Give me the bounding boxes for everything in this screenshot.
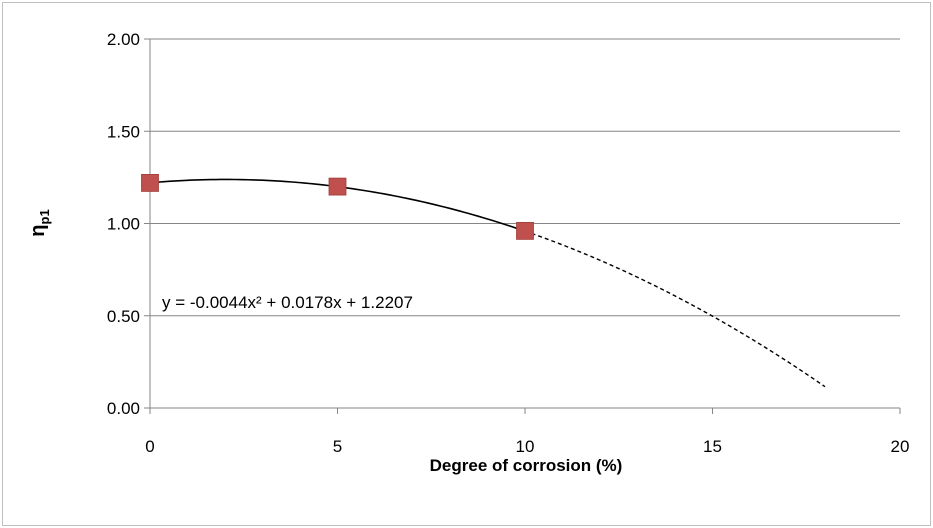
- data-point: [328, 177, 347, 196]
- x-tick-label: 0: [145, 437, 154, 456]
- trendline-dashed: [524, 230, 826, 388]
- x-tick-label: 10: [516, 437, 535, 456]
- y-axis-title-sub: p1: [37, 209, 52, 224]
- y-axis-title: ηp1: [27, 209, 52, 236]
- x-tick-label: 5: [333, 437, 342, 456]
- data-point: [141, 174, 159, 192]
- data-points: [141, 174, 534, 240]
- x-tick-labels: 0 5 10 15 20: [145, 437, 909, 456]
- y-tick-label: 0.50: [107, 307, 140, 326]
- trendline-equation: y = -0.0044x² + 0.0178x + 1.2207: [162, 293, 413, 312]
- y-tick-label: 0.00: [107, 399, 140, 418]
- gridlines: [150, 38, 900, 317]
- x-tick-label: 15: [703, 437, 722, 456]
- data-point: [516, 221, 534, 240]
- y-tick-labels: 0.00 0.50 1.00 1.50 2.00: [107, 30, 140, 418]
- x-axis-title: Degree of corrosion (%): [430, 456, 623, 475]
- y-tick-label: 2.00: [107, 30, 140, 49]
- trendline: [149, 178, 826, 388]
- y-tick-label: 1.00: [107, 215, 140, 234]
- y-axis-title-main: η: [27, 224, 49, 236]
- y-tick-label: 1.50: [107, 122, 140, 141]
- axes: [144, 38, 901, 414]
- x-tick-label: 20: [891, 437, 910, 456]
